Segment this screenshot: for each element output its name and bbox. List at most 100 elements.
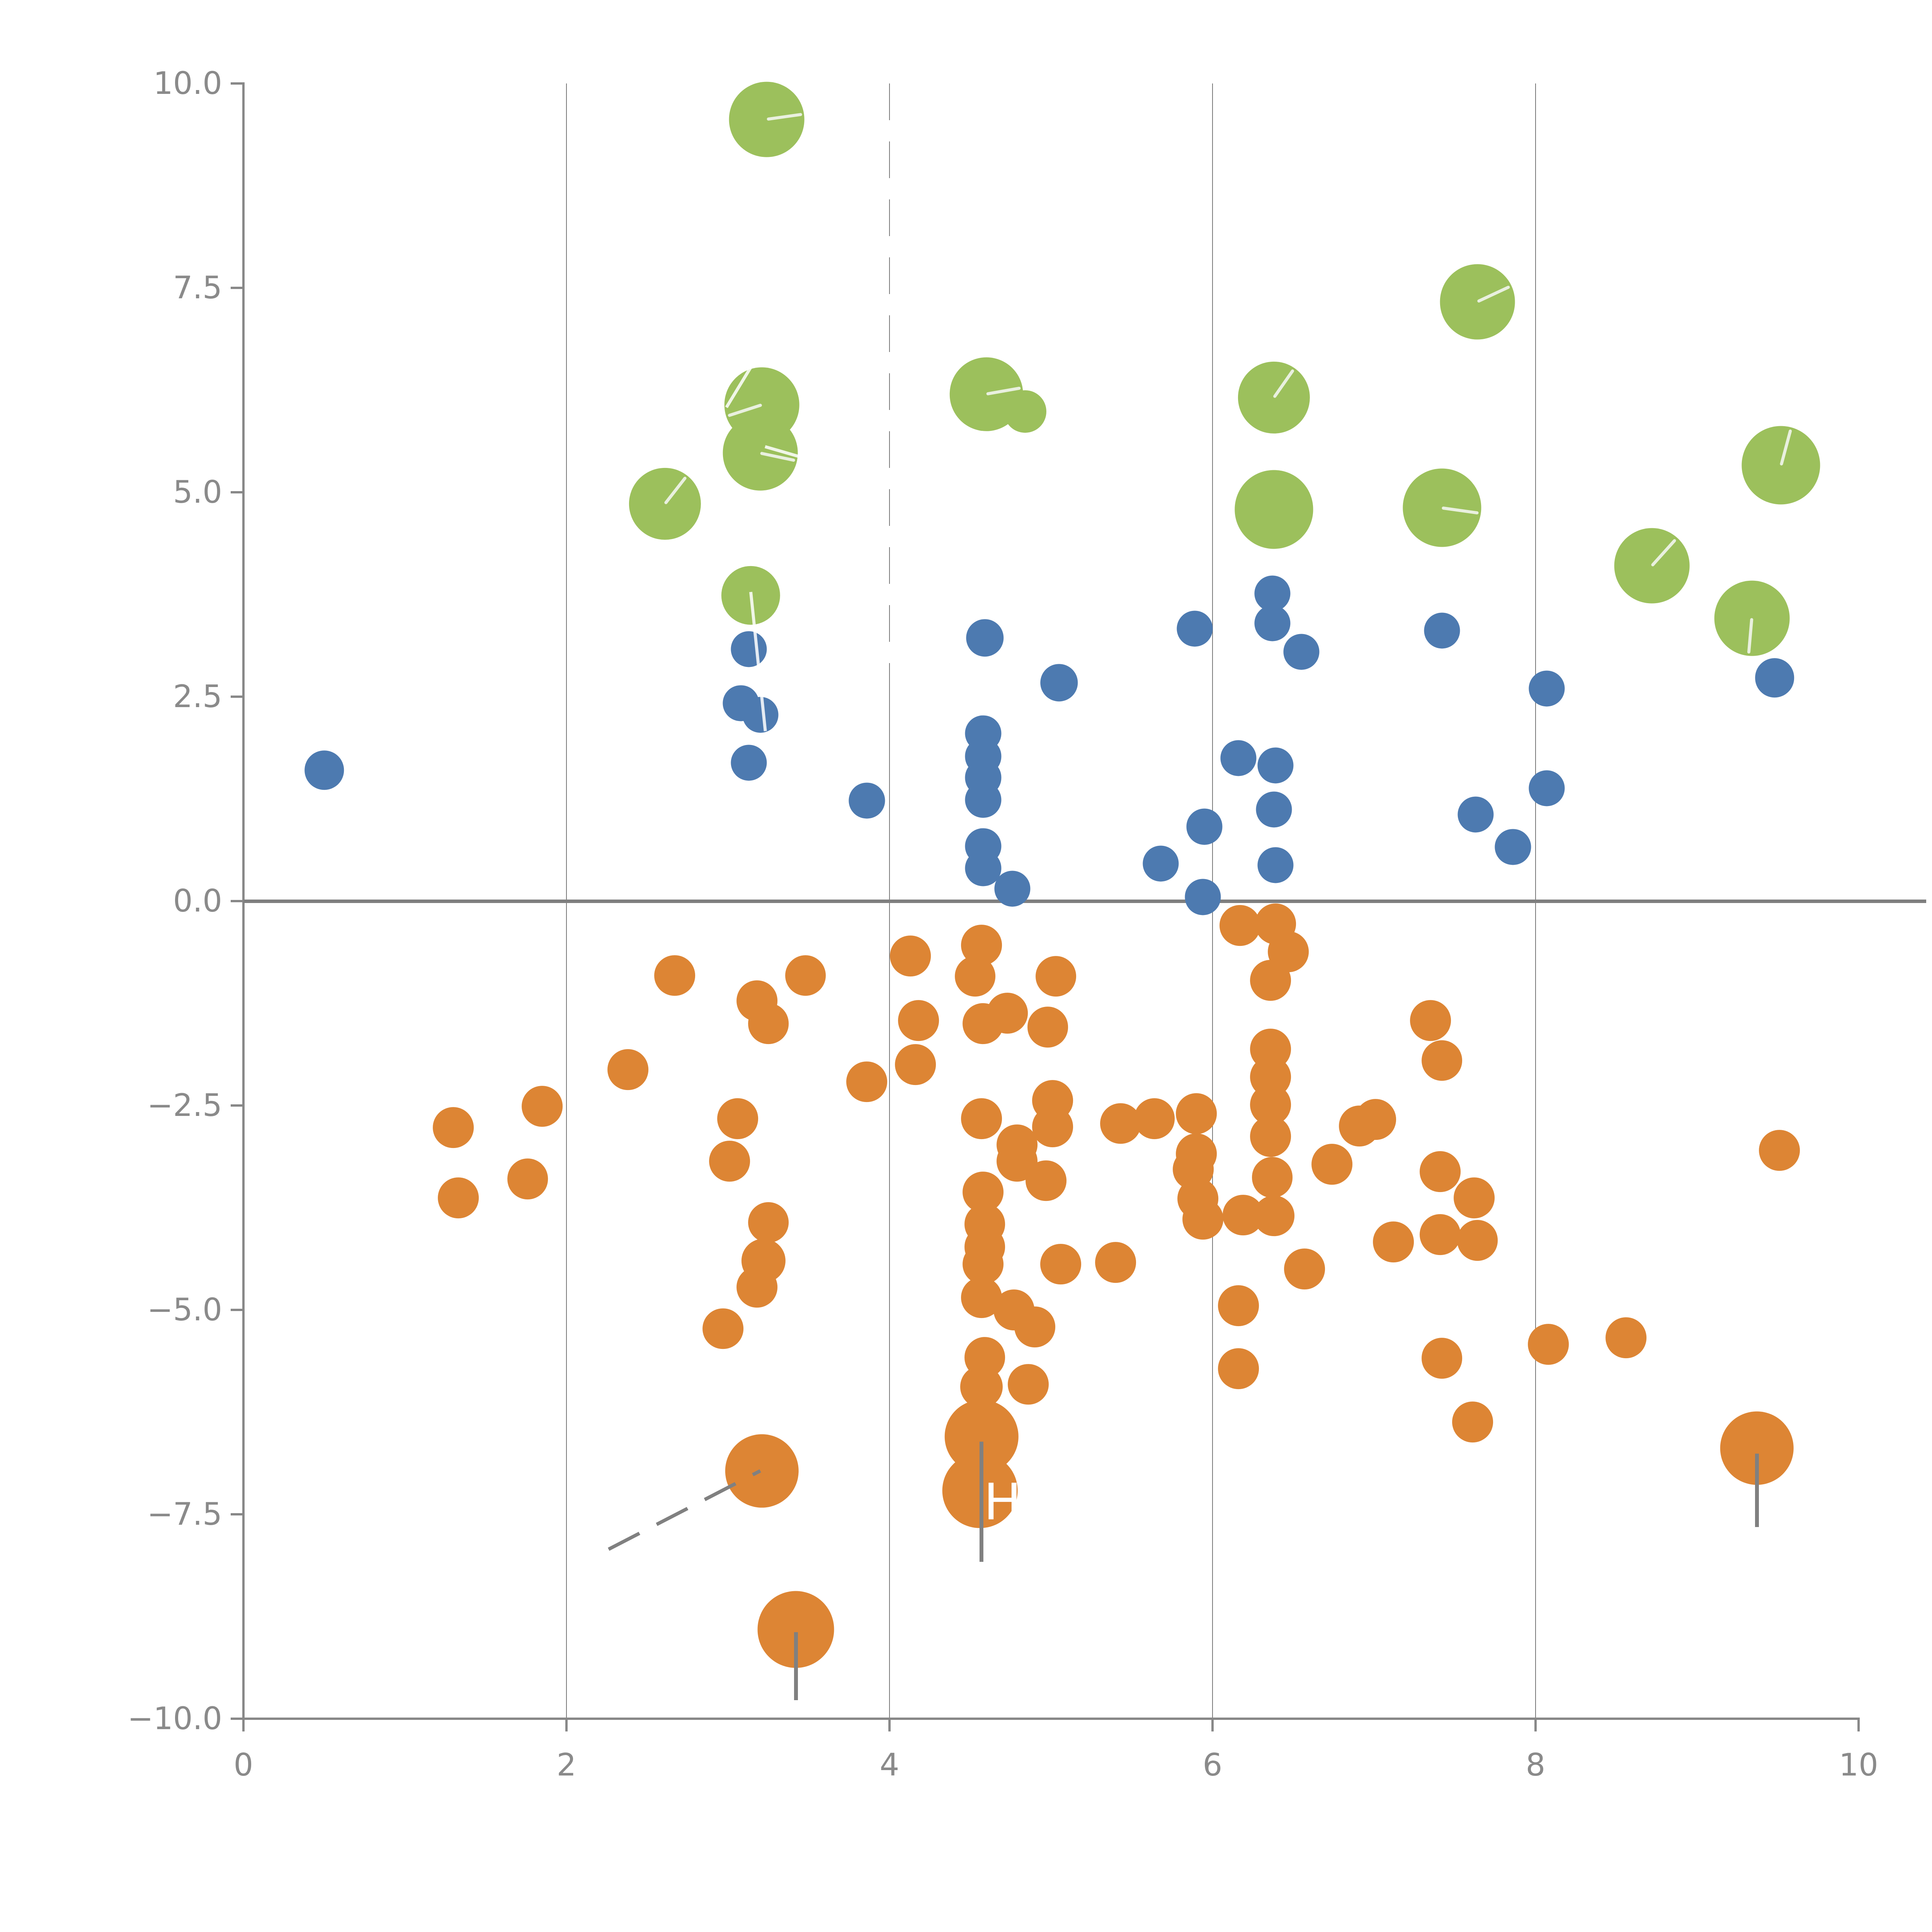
blue-dot-point — [1495, 829, 1531, 865]
orange-dot-point — [954, 956, 996, 997]
bubble-slash — [766, 113, 803, 121]
orange-dot-point — [1182, 1199, 1223, 1240]
blue-dot-point — [1529, 670, 1565, 707]
gray-annotation-line — [1755, 1454, 1759, 1527]
orange-dot-point — [1421, 1337, 1463, 1379]
y-tick — [231, 287, 243, 289]
orange-dot-point — [1032, 1106, 1073, 1147]
green-bubble-point — [1235, 470, 1313, 549]
blue-dot-point — [1755, 658, 1794, 698]
orange-dot-point — [702, 1308, 744, 1349]
blue-dot-point — [1529, 770, 1565, 806]
x-tick-label: 4 — [879, 1747, 900, 1783]
orange-dot-point — [1373, 1221, 1414, 1263]
blue-dot-point — [1186, 808, 1223, 845]
y-tick-label: 5.0 — [173, 474, 222, 510]
green-bubble-point — [1714, 580, 1790, 656]
orange-dot-point — [1284, 1248, 1325, 1290]
bubble-slash — [1747, 618, 1754, 654]
green-bubble-point — [1238, 361, 1310, 434]
green-bubble-point — [1440, 264, 1515, 340]
orange-dot-point — [1528, 1323, 1569, 1365]
orange-dot-point — [507, 1158, 548, 1200]
orange-dot-point — [725, 1434, 799, 1508]
green-bubble-point — [1742, 426, 1820, 505]
zero-line — [243, 899, 1926, 903]
x-tick — [888, 1719, 891, 1731]
blue-dot-point — [1458, 796, 1494, 833]
green-bubble-point — [1402, 468, 1481, 547]
y-tick-label: −2.5 — [147, 1087, 222, 1123]
blue-dot-point — [966, 619, 1004, 657]
y-tick — [231, 82, 243, 85]
gray-annotation-line — [980, 1441, 984, 1562]
bubble-slash — [1476, 285, 1511, 303]
gray-annotation-line — [607, 1469, 761, 1551]
blue-dot-point — [994, 871, 1031, 907]
orange-dot-point — [1095, 1242, 1136, 1283]
blue-dot-point — [1177, 611, 1213, 647]
x-tick — [565, 1719, 568, 1731]
gridline-x4 — [889, 83, 890, 680]
x-tick-label: 2 — [556, 1747, 577, 1783]
orange-dot-point — [1218, 1285, 1259, 1327]
orange-dot-point — [890, 935, 931, 976]
blue-dot-point — [1040, 664, 1078, 702]
orange-dot-point — [1421, 1040, 1463, 1081]
blue-dot-point — [1256, 791, 1292, 828]
orange-dot-point — [433, 1107, 474, 1148]
blue-dot-point — [742, 697, 779, 733]
orange-dot-point — [1250, 960, 1291, 1001]
annotation-text: H — [983, 1473, 1022, 1532]
y-tick — [231, 1718, 243, 1720]
blue-dot-point — [1257, 847, 1294, 883]
orange-dot-point — [522, 1086, 563, 1127]
orange-dot-point — [1605, 1317, 1646, 1358]
orange-dot-point — [1026, 1160, 1067, 1201]
blue-dot-point — [1143, 845, 1179, 882]
x-tick — [1534, 1719, 1537, 1731]
green-bubble-point — [1004, 390, 1047, 433]
orange-dot-point — [1253, 1195, 1294, 1236]
orange-dot-point — [785, 955, 826, 996]
orange-dot-point — [1027, 1006, 1068, 1048]
orange-dot-point — [1452, 1401, 1493, 1442]
y-tick — [231, 491, 243, 493]
orange-dot-point — [1339, 1105, 1380, 1146]
y-tick-label: −5.0 — [147, 1292, 222, 1328]
bubble-slash — [1441, 506, 1479, 515]
orange-dot-point — [438, 1177, 479, 1218]
orange-dot-point — [895, 1044, 936, 1085]
y-tick — [231, 900, 243, 902]
orange-dot-point — [717, 1098, 758, 1139]
orange-dot-point — [1311, 1144, 1353, 1185]
orange-dot-point — [1134, 1098, 1175, 1139]
orange-dot-point — [1100, 1103, 1141, 1144]
x-axis-spine — [242, 1718, 1860, 1720]
blue-dot-point — [965, 850, 1001, 886]
orange-dot-point — [1035, 956, 1077, 997]
x-tick-label: 6 — [1202, 1747, 1223, 1783]
orange-dot-point — [748, 1003, 789, 1044]
x-tick — [242, 1719, 245, 1731]
bubble-slash — [1779, 429, 1793, 466]
blue-dot-point — [731, 745, 767, 781]
blue-dot-point — [1254, 605, 1291, 641]
y-tick-label: 0.0 — [173, 883, 222, 919]
bubble-slash — [663, 476, 687, 505]
x-tick-label: 10 — [1839, 1747, 1878, 1783]
x-tick-label: 8 — [1526, 1747, 1546, 1783]
blue-dot-point — [849, 782, 885, 819]
orange-dot-point — [1252, 1157, 1293, 1198]
blue-dot-point — [731, 631, 767, 667]
orange-dot-point — [1218, 1348, 1259, 1389]
orange-dot-point — [1008, 1364, 1049, 1405]
orange-dot-point — [1420, 1151, 1461, 1192]
y-tick-label: 7.5 — [173, 270, 222, 306]
gray-annotation-line — [794, 1632, 798, 1700]
bubble-slash — [1272, 368, 1295, 398]
blue-dot-point — [1283, 634, 1320, 670]
orange-dot-point — [1759, 1130, 1800, 1171]
green-bubble-point — [629, 468, 701, 540]
blue-dot-point — [1220, 740, 1257, 776]
